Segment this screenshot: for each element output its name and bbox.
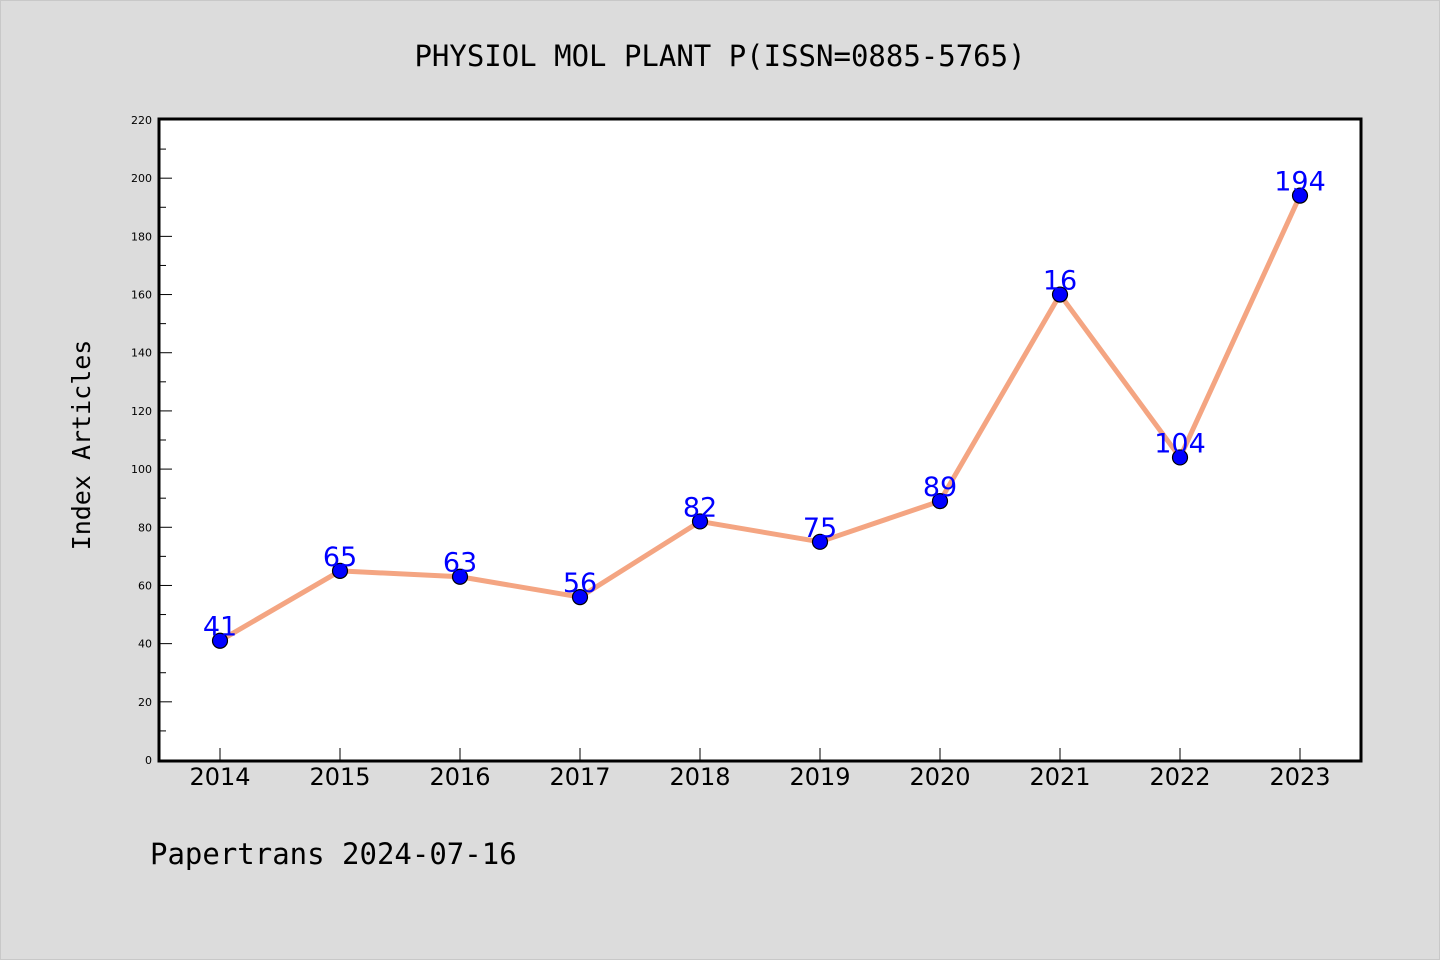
series-line (217, 193, 1303, 644)
data-point (811, 533, 829, 550)
x-axis: 2014 2015 2016 2017 2018 2019 2020 2021 2022 2023 (189, 748, 1331, 791)
y-tick-label: 80 (138, 521, 152, 534)
data-label: 16 (1043, 266, 1077, 297)
data-point (571, 588, 589, 606)
data-labels: 41 65 63 56 82 75 89 16 104 194 (203, 167, 1326, 643)
x-tick-label: 2015 (309, 763, 370, 791)
y-tick-label: 20 (138, 696, 152, 709)
data-point (931, 492, 949, 510)
y-tick-label: 160 (131, 289, 152, 302)
y-tick-label: 140 (131, 347, 152, 360)
y-tick-label: 100 (131, 463, 152, 476)
data-point (451, 568, 469, 585)
series-polyline (217, 193, 1303, 644)
data-point (331, 562, 349, 580)
data-point (691, 513, 709, 530)
data-label: 82 (683, 492, 717, 523)
y-axis: 0 20 40 60 80 100 120 140 160 180 200 220 (131, 114, 172, 767)
x-tick-label: 2023 (1269, 763, 1330, 791)
data-label: 65 (323, 542, 357, 573)
y-tick-label: 40 (138, 638, 152, 651)
x-tick-label: 2020 (909, 763, 970, 791)
footer-credit: Papertrans 2024-07-16 (150, 837, 517, 871)
y-tick-label: 0 (145, 754, 152, 767)
y-tick-label: 120 (131, 405, 152, 418)
x-tick-label: 2016 (429, 763, 490, 791)
data-point (1291, 187, 1309, 204)
plot-area (157, 117, 1363, 763)
data-label: 75 (803, 513, 837, 544)
x-tick-label: 2017 (549, 763, 610, 791)
x-tick-label: 2018 (669, 763, 730, 791)
y-tick-label: 200 (131, 172, 152, 185)
data-point (1171, 449, 1189, 466)
chart-title: PHYSIOL MOL PLANT P(ISSN=0885-5765) (414, 39, 1025, 73)
data-label: 104 (1154, 428, 1206, 459)
x-tick-label: 2021 (1029, 763, 1090, 791)
y-tick-label: 180 (131, 230, 152, 243)
y-axis-label: Index Articles (67, 340, 96, 551)
y-tick-label: 60 (138, 579, 152, 592)
data-label: 56 (563, 568, 597, 599)
data-label: 194 (1274, 167, 1326, 198)
data-point (1051, 286, 1069, 303)
data-label: 41 (203, 612, 237, 643)
x-tick-label: 2022 (1149, 763, 1210, 791)
series-markers (211, 187, 1309, 649)
x-tick-label: 2019 (789, 763, 850, 791)
data-point (211, 632, 229, 649)
data-label: 63 (443, 548, 477, 579)
y-tick-label: 220 (131, 114, 152, 127)
x-tick-label: 2014 (189, 763, 250, 791)
data-label: 89 (923, 472, 957, 503)
